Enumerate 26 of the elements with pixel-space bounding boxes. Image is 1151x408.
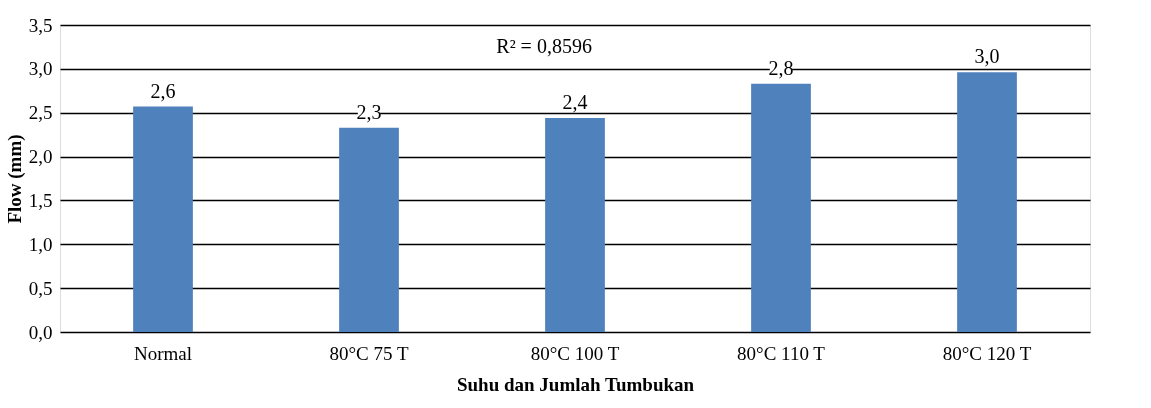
x-tick-label: 80°C 110 T xyxy=(737,342,826,364)
bar xyxy=(339,127,399,332)
bar xyxy=(751,83,811,332)
y-tick-label: 1,0 xyxy=(28,233,53,255)
x-axis-title: Suhu dan Jumlah Tumbukan xyxy=(456,373,695,395)
y-tick-label: 0,5 xyxy=(28,277,53,299)
y-tick-label: 1,5 xyxy=(28,189,53,211)
y-axis-title: Flow (mm) xyxy=(3,134,26,224)
y-tick-label: 2,5 xyxy=(28,102,53,124)
bar xyxy=(545,117,605,332)
annotation: R² = 0,8596 xyxy=(496,35,592,57)
y-tick-label: 2,0 xyxy=(28,146,53,168)
x-tick-label: 80°C 100 T xyxy=(530,342,620,364)
bar xyxy=(957,72,1017,332)
x-tick-label: 80°C 120 T xyxy=(942,342,1032,364)
x-tick-label: Normal xyxy=(133,342,193,364)
data-label: 2,4 xyxy=(562,90,588,113)
y-tick-label: 3,0 xyxy=(28,58,53,80)
data-label: 2,6 xyxy=(150,79,176,102)
y-tick-label: 3,5 xyxy=(28,14,53,36)
x-tick-label: 80°C 75 T xyxy=(329,342,409,364)
data-label: 2,3 xyxy=(356,100,382,123)
data-label: 2,8 xyxy=(768,56,794,79)
bar xyxy=(133,106,193,332)
data-label: 3,0 xyxy=(974,45,1000,68)
y-tick-label: 0,0 xyxy=(28,321,53,343)
